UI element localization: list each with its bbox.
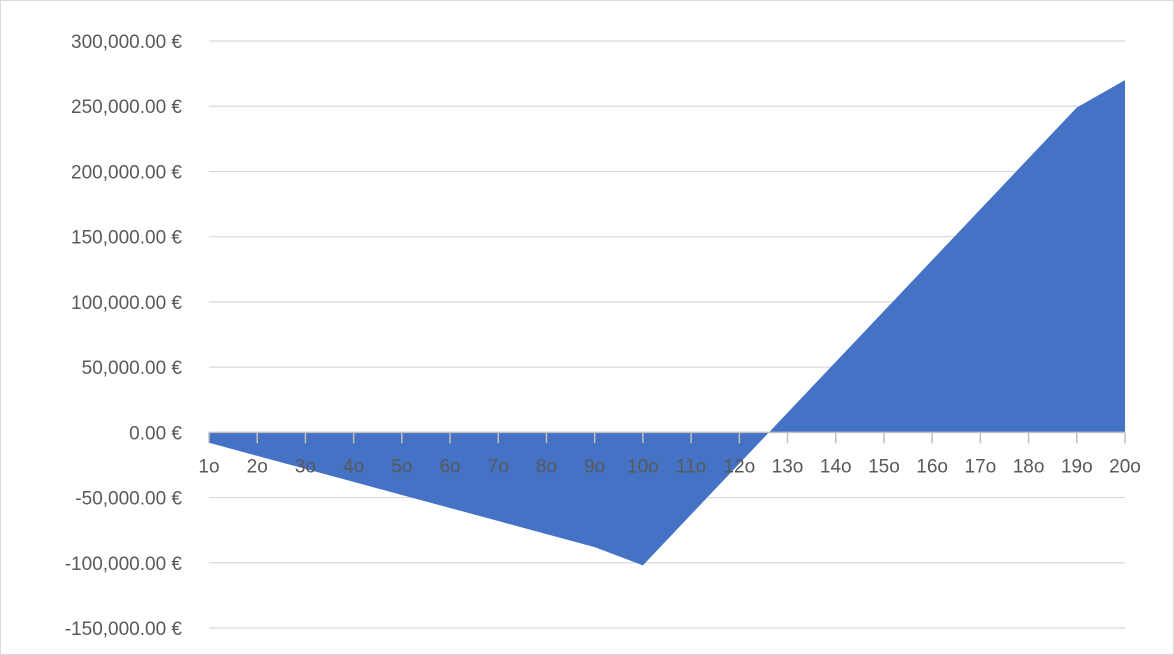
y-tick-label: -50,000.00 €: [75, 489, 182, 510]
x-tick-label: 17o: [965, 456, 997, 477]
y-axis: 300,000.00 € 250,000.00 € 200,000.00 € 150,…: [65, 32, 183, 640]
x-tick-label: 11o: [676, 456, 706, 477]
x-tick-label: 3o: [295, 456, 316, 477]
y-tick-label: 200,000.00 €: [71, 162, 182, 183]
x-axis: [208, 431, 1126, 444]
x-tick-label: 14o: [820, 456, 852, 477]
x-tick-label: 7o: [488, 456, 509, 477]
x-tick-label: 18o: [1013, 456, 1045, 477]
x-tick-label: 10o: [627, 456, 659, 477]
x-tick-label: 9o: [584, 456, 605, 477]
y-tick-label: 0.00 €: [129, 423, 182, 444]
y-tick-label: -150,000.00 €: [65, 619, 183, 640]
x-tick-label: 19o: [1061, 456, 1093, 477]
x-tick-label: 8o: [536, 456, 557, 477]
y-tick-label: 100,000.00 €: [71, 293, 182, 314]
plot-area: [208, 80, 1126, 566]
x-tick-label: 6o: [439, 456, 460, 477]
x-tick-label: 16o: [916, 456, 948, 477]
y-tick-label: 50,000.00 €: [82, 358, 183, 379]
area-series: [209, 80, 1125, 566]
x-tick-label: 13o: [772, 456, 804, 477]
y-tick-label: 300,000.00 €: [71, 32, 182, 53]
gridlines: [209, 40, 1125, 629]
y-tick-label: -100,000.00 €: [65, 554, 183, 575]
x-tick-label: 1o: [198, 456, 219, 477]
y-tick-label: 150,000.00 €: [71, 228, 182, 249]
x-tick-label: 5o: [391, 456, 412, 477]
x-tick-label: 20o: [1109, 456, 1141, 477]
x-axis-labels: 1o 2o 3o 4o 5o 6o 7o 8o 9o 10o 11o 12o 13o 14o 15o 16o 1…: [198, 456, 1140, 477]
y-tick-label: 250,000.00 €: [71, 97, 182, 118]
x-tick-label: 12o: [723, 456, 755, 477]
x-tick-label: 2o: [247, 456, 268, 477]
x-tick-label: 4o: [343, 456, 364, 477]
x-tick-label: 15o: [868, 456, 900, 477]
